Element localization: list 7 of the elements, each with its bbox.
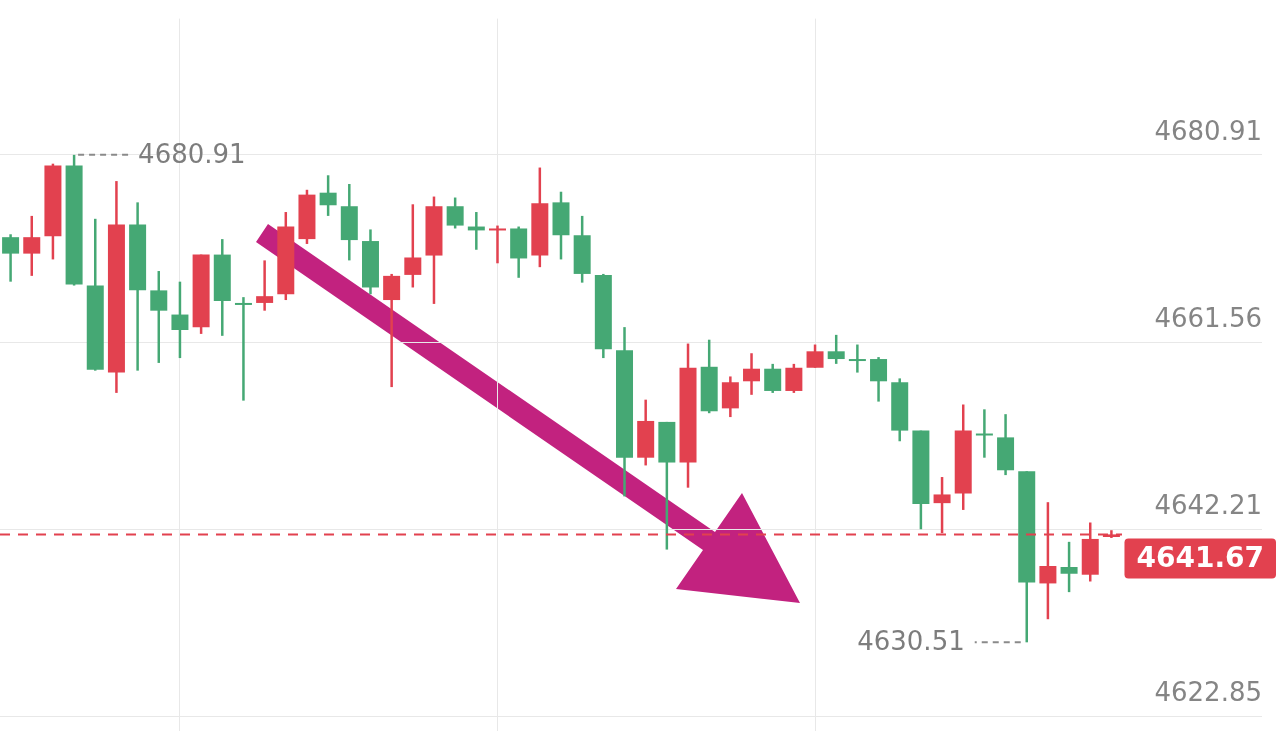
y-tick-label: 4642.21 — [1154, 489, 1262, 520]
y-tick-label: 4680.91 — [1154, 115, 1262, 146]
annotation: 4630.51 — [857, 626, 965, 657]
ref-line-label: 4641.67 — [1136, 540, 1264, 574]
annotation: 4680.91 — [138, 138, 246, 169]
y-tick-label: 4661.56 — [1154, 302, 1262, 333]
y-tick-label: 4622.85 — [1154, 677, 1262, 708]
